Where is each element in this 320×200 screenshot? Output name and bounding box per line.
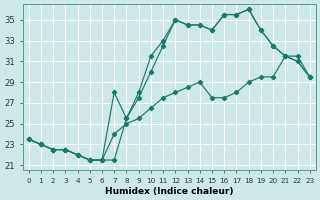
X-axis label: Humidex (Indice chaleur): Humidex (Indice chaleur) xyxy=(105,187,234,196)
